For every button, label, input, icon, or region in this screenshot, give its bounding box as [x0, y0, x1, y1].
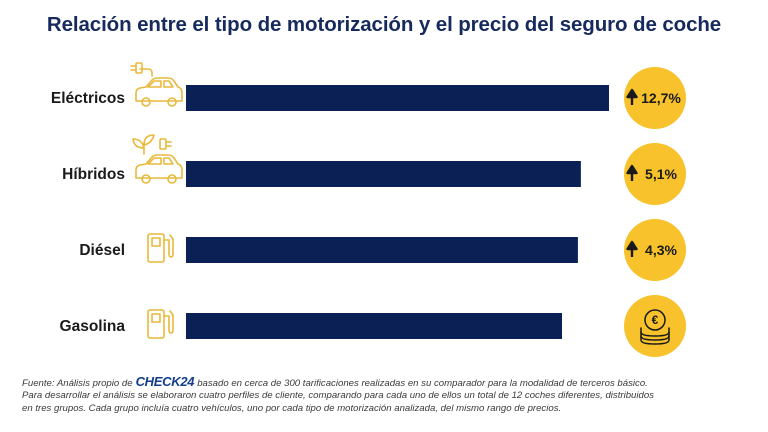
coin-edges	[640, 331, 670, 341]
value-label: 12,7%	[641, 90, 681, 106]
bar	[186, 85, 609, 111]
car-body	[135, 154, 183, 179]
bar	[186, 237, 578, 263]
footnote-line-3: en tres grupos. Cada grupo incluía cuatr…	[22, 402, 562, 414]
plug-pins	[165, 141, 172, 147]
value-badge	[624, 67, 686, 129]
value-badge	[624, 143, 686, 205]
bar	[186, 161, 581, 187]
car-windows	[147, 80, 174, 88]
arrow-up-icon	[626, 88, 638, 105]
car-wheel	[141, 174, 151, 184]
fuel-pump-icon	[147, 309, 174, 339]
plug-pins	[130, 65, 137, 71]
footnote-prefix: Fuente: Análisis propio de	[22, 378, 133, 389]
euro-coin	[644, 309, 666, 331]
pump-body	[147, 233, 165, 263]
pump-body	[147, 309, 165, 339]
category-label: Eléctricos	[51, 90, 125, 107]
category-label: Híbridos	[62, 166, 125, 183]
value-label: 4,3%	[645, 242, 677, 258]
arrow-up-icon	[626, 240, 638, 257]
category-label: Diésel	[79, 242, 125, 259]
leaf	[143, 134, 155, 146]
leaf	[132, 138, 145, 149]
car-wheel	[167, 97, 177, 107]
pump-window	[151, 313, 161, 323]
car-wheel	[141, 97, 151, 107]
car-body	[135, 77, 183, 102]
euro-symbol: €	[652, 313, 659, 327]
euro-coins-icon: €	[640, 309, 670, 345]
value-badge	[624, 295, 686, 357]
pump-hose	[163, 234, 174, 258]
car-wheel	[167, 174, 177, 184]
value-badge	[624, 219, 686, 281]
arrow-up-icon	[626, 164, 638, 181]
hybrid-car-icon	[132, 134, 183, 184]
plug-cable	[139, 68, 153, 77]
category-label: Gasolina	[60, 318, 126, 335]
fuel-pump-icon	[147, 233, 174, 263]
pump-hose	[163, 310, 174, 334]
plug-head	[159, 138, 167, 150]
check24-logo: CHECK24	[133, 374, 198, 389]
bar-chart: Eléctricos 12,7% Híbridos 5,1% Diésel 4,3% Gas…	[51, 62, 686, 357]
logo-text: CHECK	[135, 374, 181, 389]
chart-title: Relación entre el tipo de motorización y…	[46, 13, 722, 36]
car-windows	[147, 157, 174, 165]
footnote: Fuente: Análisis propio de CHECK24 basado …	[22, 374, 752, 415]
coin-stack	[640, 327, 670, 345]
bar	[186, 313, 562, 339]
value-label: 5,1%	[645, 166, 677, 182]
footnote-line-2: Para desarrollar el análisis se elaborar…	[22, 390, 654, 402]
plug-head	[135, 62, 143, 74]
electric-car-icon	[130, 62, 183, 107]
pump-window	[151, 237, 161, 247]
logo-number: 24	[180, 374, 195, 389]
footnote-suffix: basado en cerca de 300 tarificaciones re…	[197, 378, 648, 389]
